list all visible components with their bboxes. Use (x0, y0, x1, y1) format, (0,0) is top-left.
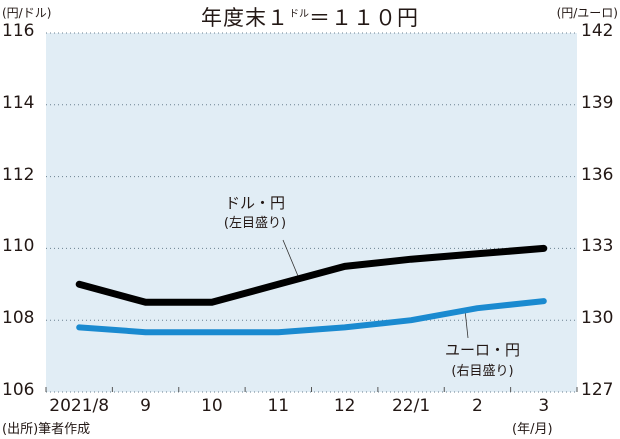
usd-jpy-label: ドル・円 (224, 194, 285, 212)
y-left-tick-label: 114 (2, 92, 35, 113)
eur-jpy-leader-line (464, 309, 469, 339)
x-tick-label: 2 (472, 396, 483, 416)
y-right-tick-label: 136 (581, 164, 614, 185)
y-left-tick-label: 106 (2, 380, 35, 400)
y-right-tick-label: 130 (581, 308, 614, 329)
x-tick-label: 3 (538, 396, 550, 416)
y-right-tick-label: 142 (581, 21, 614, 41)
y-right-tick-label: 127 (581, 380, 614, 400)
usd-jpy-axis-note: (左目盛り) (223, 216, 287, 231)
x-axis-unit: (年/月) (512, 422, 553, 437)
x-tick-label: 22/1 (391, 396, 431, 416)
x-tick-label: 12 (333, 396, 356, 416)
y-left-tick-label: 116 (2, 21, 35, 41)
y-right-tick-label: 139 (581, 92, 614, 113)
y-right-tick-label: 133 (581, 236, 614, 257)
usd-jpy-leader-line (282, 239, 299, 277)
x-tick-label: 2021/8 (49, 396, 110, 416)
chart-title: 年度末１ドル＝１１０円 (201, 6, 419, 30)
x-tick-label: 11 (267, 396, 290, 416)
y-left-tick-label: 108 (2, 308, 35, 329)
source-note: (出所)筆者作成 (2, 422, 91, 437)
left-axis-unit: (円/ドル) (2, 6, 52, 20)
x-tick-label: 10 (201, 396, 223, 416)
y-left-tick-label: 112 (2, 164, 35, 185)
usd-jpy-line (75, 244, 548, 306)
right-axis-unit: (円/ユーロ) (556, 6, 618, 20)
eur-jpy-label: ユーロ・円 (444, 341, 520, 359)
y-left-tick-label: 110 (2, 236, 35, 257)
eur-jpy-line (76, 298, 547, 336)
eur-jpy-axis-note: (右目盛り) (451, 364, 514, 379)
x-tick-label: 9 (140, 396, 151, 416)
